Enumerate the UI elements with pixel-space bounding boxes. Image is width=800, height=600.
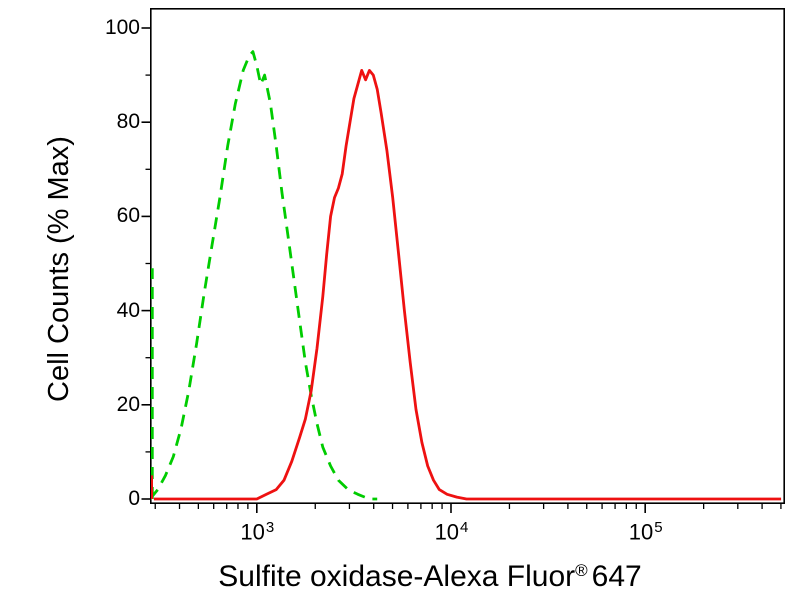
x-tick-base: 10 (628, 519, 654, 545)
y-axis-title: Cell Counts (% Max) (43, 136, 75, 402)
x-tick-label: 105 (610, 515, 680, 544)
plot-frame (150, 8, 786, 504)
x-axis-title-text: Sulfite oxidase-Alexa Fluor (218, 560, 576, 593)
y-tick-label: 0 (128, 487, 140, 510)
x-tick-label: 104 (416, 515, 486, 544)
registered-trademark-symbol: ® (575, 561, 588, 580)
y-tick-label: 60 (116, 204, 140, 228)
plot-area (141, 8, 786, 513)
y-tick-label: 20 (116, 392, 140, 416)
curve-negative-control (151, 50, 378, 501)
y-tick-label: 100 (104, 16, 140, 39)
x-tick-exponent: 3 (265, 519, 275, 536)
x-tick-exponent: 4 (460, 519, 469, 536)
x-tick-base: 10 (240, 519, 265, 545)
x-tick-label: 103 (222, 515, 292, 544)
x-axis-title-suffix: 647 (591, 560, 642, 593)
x-tick-base: 10 (434, 519, 460, 545)
curve-sulfite-oxidase-alexa-fluor-647 (153, 69, 782, 501)
x-axis-title: Sulfite oxidase-Alexa Fluor® 647 (30, 560, 800, 594)
x-tick-exponent: 5 (654, 519, 663, 536)
y-tick-label: 80 (116, 110, 140, 134)
y-tick-label: 40 (116, 298, 140, 322)
